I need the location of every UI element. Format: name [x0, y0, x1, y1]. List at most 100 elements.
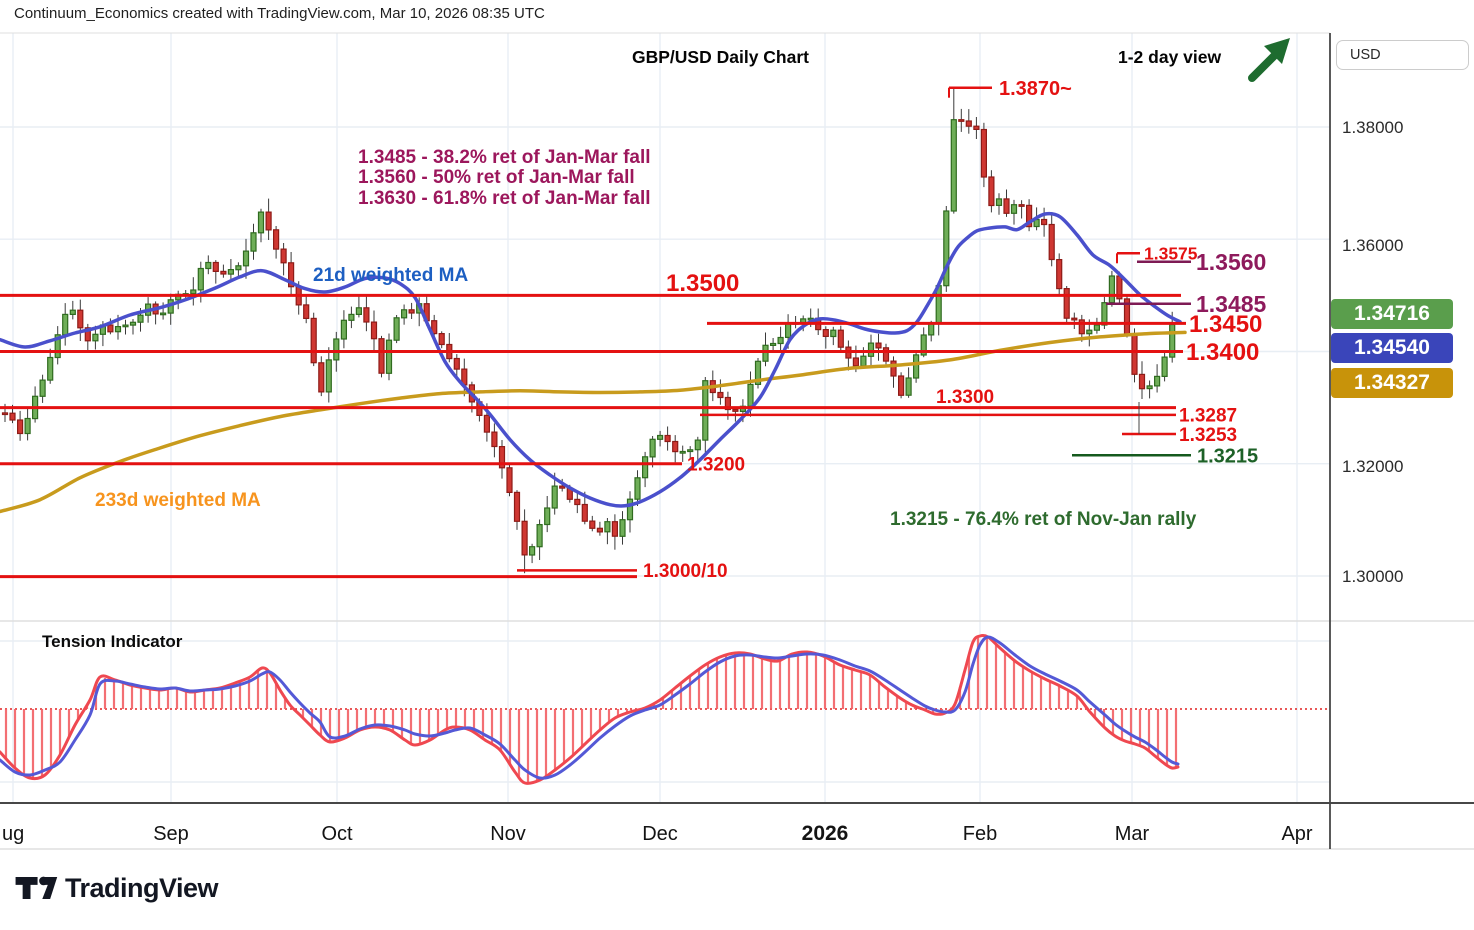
- candle-down: [559, 485, 566, 489]
- price-tick-label: 1.38000: [1342, 118, 1403, 137]
- annotation-text: 1.3630 - 61.8% ret of Jan-Mar fall: [358, 188, 651, 209]
- candle-up: [1153, 375, 1161, 387]
- annotation-text: 1.3560 - 50% ret of Jan-Mar fall: [358, 167, 635, 188]
- grid-lines: [0, 33, 1330, 803]
- price-axis-labels: 1.38000 1.36000 1.32000 1.30000: [1342, 118, 1403, 586]
- month-tick-label: Feb: [963, 823, 997, 845]
- candle-up: [393, 317, 400, 341]
- candle-up: [634, 477, 641, 500]
- candle-down: [574, 498, 581, 506]
- candle-down: [1131, 333, 1138, 375]
- candle-up: [687, 449, 694, 453]
- candle-up: [995, 198, 1003, 206]
- candle-down: [589, 520, 596, 529]
- candle-up: [235, 265, 242, 271]
- candle-down: [513, 491, 521, 522]
- candle-up: [641, 456, 649, 479]
- candle-down: [438, 333, 445, 346]
- price-tick-label: 1.30000: [1342, 567, 1403, 586]
- month-tick-label: Sep: [153, 823, 189, 845]
- level-label: 1.3215: [1197, 446, 1258, 468]
- up-right-arrow-icon: [1246, 36, 1296, 84]
- month-tick-label: ug: [2, 823, 24, 845]
- candle-up: [905, 377, 912, 396]
- candle-down: [890, 360, 897, 377]
- month-tick-label: Apr: [1281, 823, 1312, 845]
- currency-selector-button[interactable]: USD: [1336, 40, 1469, 70]
- candle-up: [92, 333, 99, 342]
- candle-up: [777, 336, 784, 345]
- candle-up: [1146, 385, 1153, 390]
- tradingview-logo-text: TradingView: [65, 872, 219, 903]
- level-lines: 1.3870~1.35751.35601.35001.34851.34501.3…: [0, 78, 1267, 582]
- candle-up: [830, 329, 837, 338]
- annotation-text: 233d weighted MA: [95, 490, 261, 511]
- level-label: 1.3450: [1189, 311, 1262, 338]
- level-label: 1.3500: [666, 270, 739, 297]
- tradingview-logo[interactable]: TradingView: [14, 872, 219, 904]
- candle-up: [694, 439, 701, 451]
- candle-up: [257, 211, 265, 234]
- candle-down: [363, 307, 370, 323]
- candle-up: [205, 261, 212, 270]
- candle-up: [355, 307, 362, 315]
- candle-down: [965, 120, 972, 127]
- candle-up: [137, 314, 144, 323]
- candle-up: [528, 546, 536, 556]
- candle-down: [988, 176, 995, 207]
- candle-down: [672, 440, 679, 453]
- candle-up: [754, 360, 762, 385]
- candle-up: [1010, 204, 1018, 214]
- candle-down: [1138, 373, 1146, 390]
- candle-down: [288, 262, 295, 288]
- candle-up: [604, 521, 611, 533]
- candle-up: [679, 450, 686, 454]
- ma21-line: [0, 211, 1182, 508]
- candle-down: [1078, 319, 1085, 335]
- candle-down: [17, 419, 24, 435]
- pane-frame: [0, 32, 1474, 850]
- candle-down: [318, 362, 325, 393]
- candle-up: [333, 338, 340, 361]
- candle-down: [852, 357, 860, 367]
- candle-down: [273, 229, 280, 250]
- candle-down: [897, 375, 905, 396]
- candle-up: [227, 269, 234, 275]
- candle-up: [24, 417, 31, 435]
- annotation-text: Tension Indicator: [42, 632, 183, 651]
- candle-down: [483, 414, 490, 433]
- candle-down: [1003, 198, 1010, 214]
- candle-up: [385, 339, 393, 374]
- candle-down: [581, 503, 588, 522]
- level-label: 1.3000/10: [643, 561, 728, 582]
- candle-up: [649, 438, 656, 458]
- level-label: 1.3560: [1196, 249, 1266, 275]
- candle-down: [491, 431, 498, 448]
- candle-up: [1093, 324, 1101, 331]
- candle-down: [370, 321, 378, 340]
- ma233-value-badge: 1.34327: [1331, 368, 1453, 398]
- candle-down: [280, 248, 287, 264]
- annotation-text: 1.3485 - 38.2% ret of Jan-Mar fall: [358, 147, 651, 168]
- tension-blue-line: [0, 635, 1180, 780]
- candle-up: [544, 507, 551, 526]
- candle-down: [1018, 204, 1025, 207]
- month-tick-label: 2026: [802, 822, 849, 845]
- candle-down: [882, 347, 890, 362]
- candle-up: [747, 383, 754, 407]
- tradingview-logo-icon: [15, 876, 58, 899]
- candle-down: [1, 412, 9, 416]
- chart-annotations: 1.3485 - 38.2% ret of Jan-Mar fall1.3560…: [42, 147, 1197, 651]
- candle-down: [1063, 288, 1070, 319]
- candle-down: [431, 320, 438, 335]
- credit-text: Continuum_Economics created with Trading…: [14, 5, 545, 22]
- candle-up: [340, 319, 347, 340]
- tension-histogram: [4, 636, 1178, 783]
- candle-down: [303, 304, 310, 319]
- candle-down: [378, 338, 385, 374]
- month-tick-label: Nov: [490, 823, 526, 845]
- level-label: 1.3287: [1179, 406, 1237, 427]
- candles-layer: [1, 88, 1176, 574]
- candle-up: [401, 309, 408, 319]
